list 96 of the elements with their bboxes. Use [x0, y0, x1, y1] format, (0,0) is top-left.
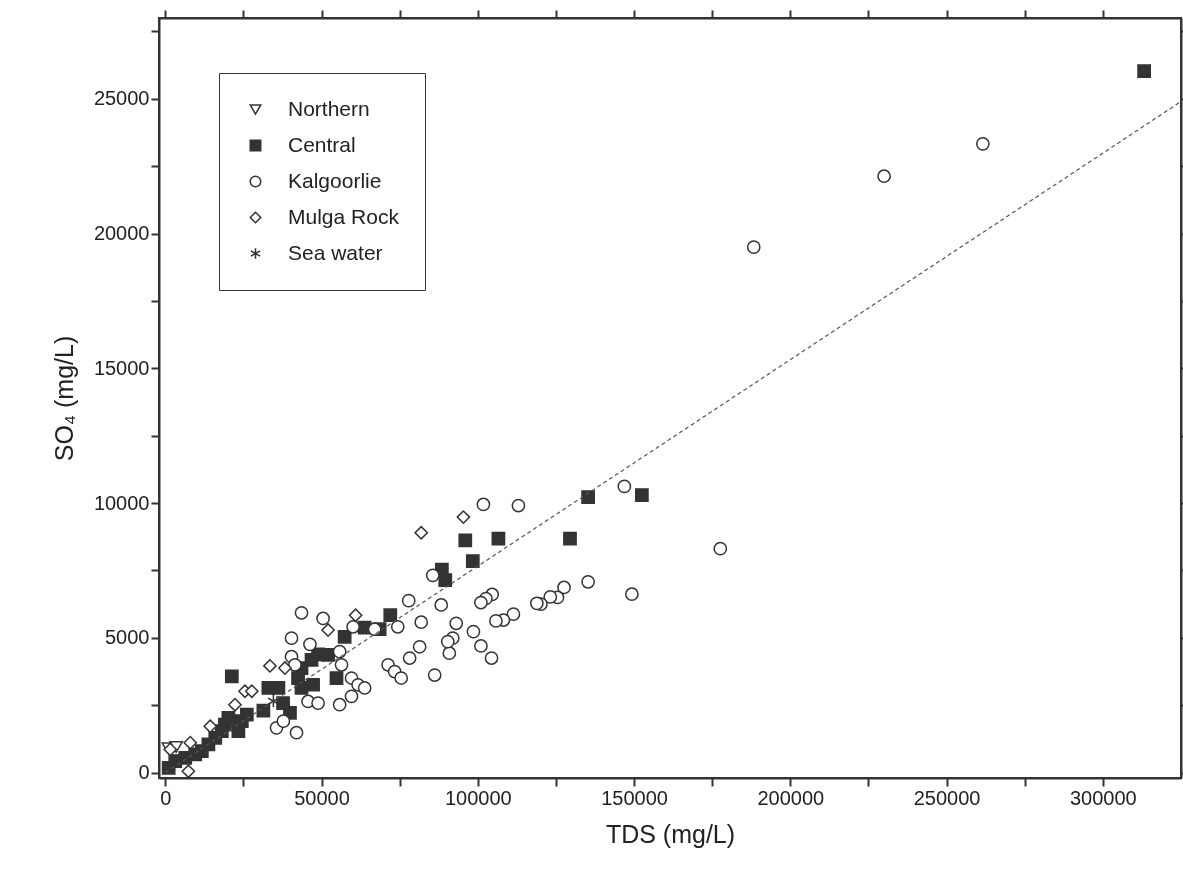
point [511, 498, 526, 513]
point [183, 735, 198, 750]
point [414, 615, 429, 630]
point [402, 651, 417, 665]
x-tick-label: 150000 [601, 786, 668, 809]
point [425, 568, 440, 583]
point [161, 760, 176, 775]
point [244, 684, 259, 699]
point [427, 668, 442, 682]
point [563, 531, 577, 546]
legend-label: Kalgoorlie [288, 168, 382, 192]
point [224, 669, 239, 684]
point [367, 622, 382, 637]
point [438, 573, 453, 588]
point [383, 608, 398, 623]
point [474, 639, 488, 653]
point [357, 681, 372, 695]
point [877, 169, 891, 184]
point [458, 533, 473, 548]
point [263, 659, 277, 673]
y-tick-label: 25000 [93, 87, 150, 110]
x-axis-title: TDS (mg/L) [605, 819, 736, 848]
point [625, 587, 639, 602]
x-tick-label: 300000 [1069, 786, 1137, 809]
point [484, 651, 499, 665]
point [288, 657, 302, 672]
point [334, 657, 349, 672]
point [466, 624, 481, 639]
point [228, 697, 242, 712]
point [449, 616, 464, 631]
legend-label: Northern [288, 96, 370, 120]
point [289, 725, 304, 740]
point [465, 554, 480, 568]
point [713, 541, 728, 556]
y-tick-label: 10000 [93, 491, 150, 514]
y-tick-label: 5000 [105, 626, 150, 649]
point [390, 619, 405, 634]
point [581, 490, 595, 505]
point [1137, 64, 1151, 78]
point [746, 240, 761, 254]
point [284, 631, 299, 645]
point [557, 580, 571, 595]
x-tick-label: 50000 [294, 786, 350, 809]
x-tick-label: 0 [160, 786, 172, 809]
point [414, 525, 429, 540]
point [975, 137, 990, 151]
point [271, 681, 286, 695]
point [337, 629, 352, 644]
point [321, 647, 335, 662]
point [635, 488, 649, 502]
point [278, 661, 292, 675]
point [476, 497, 491, 512]
point [529, 596, 544, 611]
y-tick-label: 20000 [93, 222, 150, 245]
legend-label: Sea water [288, 240, 383, 264]
point [401, 593, 416, 608]
point [276, 714, 291, 728]
point [543, 590, 558, 604]
point [311, 696, 325, 710]
x-tick-label: 200000 [757, 786, 825, 809]
point [203, 719, 218, 734]
point [394, 671, 409, 685]
point [239, 707, 254, 722]
point [506, 607, 521, 621]
legend-label: Mulga Rock [288, 204, 400, 228]
point [412, 639, 427, 654]
point [321, 623, 335, 637]
x-tick-label: 250000 [913, 786, 981, 809]
point [348, 608, 363, 623]
point [332, 697, 347, 712]
y-tick-label: 0 [138, 761, 150, 784]
point [231, 724, 246, 738]
point [581, 574, 595, 589]
legend-label: Central [288, 132, 356, 156]
point [617, 479, 632, 494]
point [474, 595, 488, 610]
point [440, 634, 455, 649]
point [303, 637, 317, 652]
point [294, 605, 309, 620]
point [306, 677, 320, 692]
point [346, 619, 360, 634]
point [218, 717, 232, 732]
point [181, 764, 196, 779]
y-axis-title: SO₄ (mg/L) [49, 335, 78, 462]
point [316, 611, 330, 626]
point [442, 646, 457, 661]
point [434, 598, 449, 612]
point [491, 531, 506, 546]
point [294, 681, 309, 695]
point [489, 614, 503, 628]
x-tick-label: 100000 [444, 786, 512, 809]
y-tick-label: 15000 [93, 356, 150, 379]
point [329, 671, 344, 685]
point [344, 689, 359, 704]
point [332, 644, 347, 659]
point [456, 510, 471, 524]
